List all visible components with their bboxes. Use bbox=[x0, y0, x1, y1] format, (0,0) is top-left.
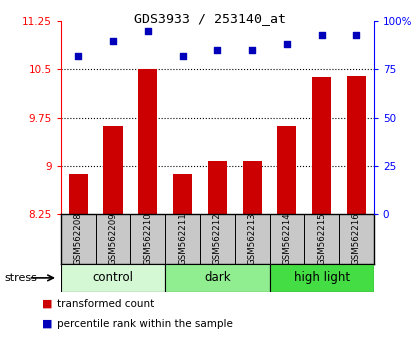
Point bbox=[144, 28, 151, 34]
Bar bbox=[138, 69, 158, 214]
Point bbox=[284, 41, 290, 47]
Bar bbox=[173, 174, 192, 214]
Text: GSM562215: GSM562215 bbox=[317, 212, 326, 266]
Text: percentile rank within the sample: percentile rank within the sample bbox=[57, 319, 233, 329]
Point bbox=[214, 47, 221, 53]
Bar bbox=[347, 76, 366, 214]
Point bbox=[179, 53, 186, 59]
Point bbox=[249, 47, 255, 53]
Text: ■: ■ bbox=[42, 299, 52, 309]
Text: high light: high light bbox=[294, 272, 350, 284]
Bar bbox=[165, 264, 270, 292]
Text: GDS3933 / 253140_at: GDS3933 / 253140_at bbox=[134, 12, 286, 25]
Text: transformed count: transformed count bbox=[57, 299, 154, 309]
Bar bbox=[69, 174, 88, 214]
Bar bbox=[270, 264, 374, 292]
Bar bbox=[61, 264, 165, 292]
Point bbox=[353, 32, 360, 38]
Text: GSM562216: GSM562216 bbox=[352, 212, 361, 266]
Text: stress: stress bbox=[4, 273, 37, 283]
Bar bbox=[208, 161, 227, 214]
Text: GSM562208: GSM562208 bbox=[74, 212, 83, 266]
Point bbox=[75, 53, 81, 59]
Bar bbox=[312, 77, 331, 214]
Text: GSM562214: GSM562214 bbox=[282, 212, 291, 266]
Point bbox=[110, 38, 116, 43]
Text: GSM562212: GSM562212 bbox=[213, 212, 222, 266]
Text: control: control bbox=[92, 272, 134, 284]
Text: GSM562210: GSM562210 bbox=[143, 212, 152, 266]
Text: GSM562213: GSM562213 bbox=[248, 212, 257, 266]
Text: dark: dark bbox=[204, 272, 231, 284]
Point bbox=[318, 32, 325, 38]
Bar bbox=[277, 126, 297, 214]
Text: GSM562211: GSM562211 bbox=[178, 212, 187, 266]
Bar bbox=[243, 161, 262, 214]
Text: ■: ■ bbox=[42, 319, 52, 329]
Text: GSM562209: GSM562209 bbox=[108, 213, 118, 265]
Bar bbox=[103, 126, 123, 214]
